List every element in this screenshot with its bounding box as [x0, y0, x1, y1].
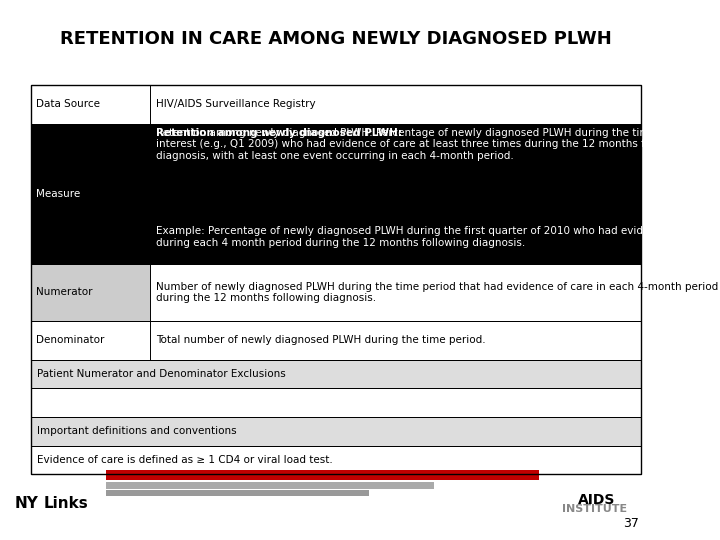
Text: Example: Percentage of newly diagnosed PLWH during the first quarter of 2010 who: Example: Percentage of newly diagnosed P…	[156, 226, 708, 248]
Bar	[150, 264, 641, 321]
Bar	[31, 124, 150, 264]
Text: RETENTION IN CARE AMONG NEWLY DIAGNOSED PLWH: RETENTION IN CARE AMONG NEWLY DIAGNOSED …	[60, 30, 611, 48]
Bar	[31, 85, 150, 124]
Text: Measure: Measure	[36, 189, 81, 199]
Bar	[31, 264, 150, 321]
Text: Important definitions and conventions: Important definitions and conventions	[37, 426, 237, 436]
Text: 37: 37	[623, 517, 639, 530]
Bar	[107, 490, 369, 496]
Text: Data Source: Data Source	[36, 99, 100, 109]
Bar	[31, 417, 641, 445]
Text: HIV/AIDS Surveillance Registry: HIV/AIDS Surveillance Registry	[156, 99, 316, 109]
Text: Patient Numerator and Denominator Exclusions: Patient Numerator and Denominator Exclus…	[37, 369, 286, 379]
Text: Evidence of care is defined as ≥ 1 CD4 or viral load test.: Evidence of care is defined as ≥ 1 CD4 o…	[37, 455, 333, 465]
Bar	[107, 482, 434, 489]
Bar	[31, 360, 641, 388]
Bar	[150, 85, 641, 124]
Bar	[107, 470, 539, 480]
Text: Retention among newly diagnosed PLWH:: Retention among newly diagnosed PLWH:	[156, 128, 402, 138]
Text: Numerator: Numerator	[36, 287, 93, 298]
Text: NY: NY	[14, 496, 38, 511]
Text: Number of newly diagnosed PLWH during the time period that had evidence of care : Number of newly diagnosed PLWH during th…	[156, 281, 719, 303]
Bar	[31, 388, 641, 417]
Text: INSTITUTE: INSTITUTE	[562, 504, 627, 514]
Bar	[31, 85, 641, 474]
Text: Denominator: Denominator	[36, 335, 104, 345]
Text: Total number of newly diagnosed PLWH during the time period.: Total number of newly diagnosed PLWH dur…	[156, 335, 486, 345]
Text: Retention among newly diagnosed PLWH: Percentage of newly diagnosed PLWH during : Retention among newly diagnosed PLWH: Pe…	[156, 128, 706, 161]
Bar	[150, 124, 641, 264]
Bar	[150, 321, 641, 360]
Bar	[31, 446, 641, 474]
Text: Links: Links	[44, 496, 89, 511]
Text: AIDS: AIDS	[578, 493, 616, 507]
Bar	[31, 321, 150, 360]
